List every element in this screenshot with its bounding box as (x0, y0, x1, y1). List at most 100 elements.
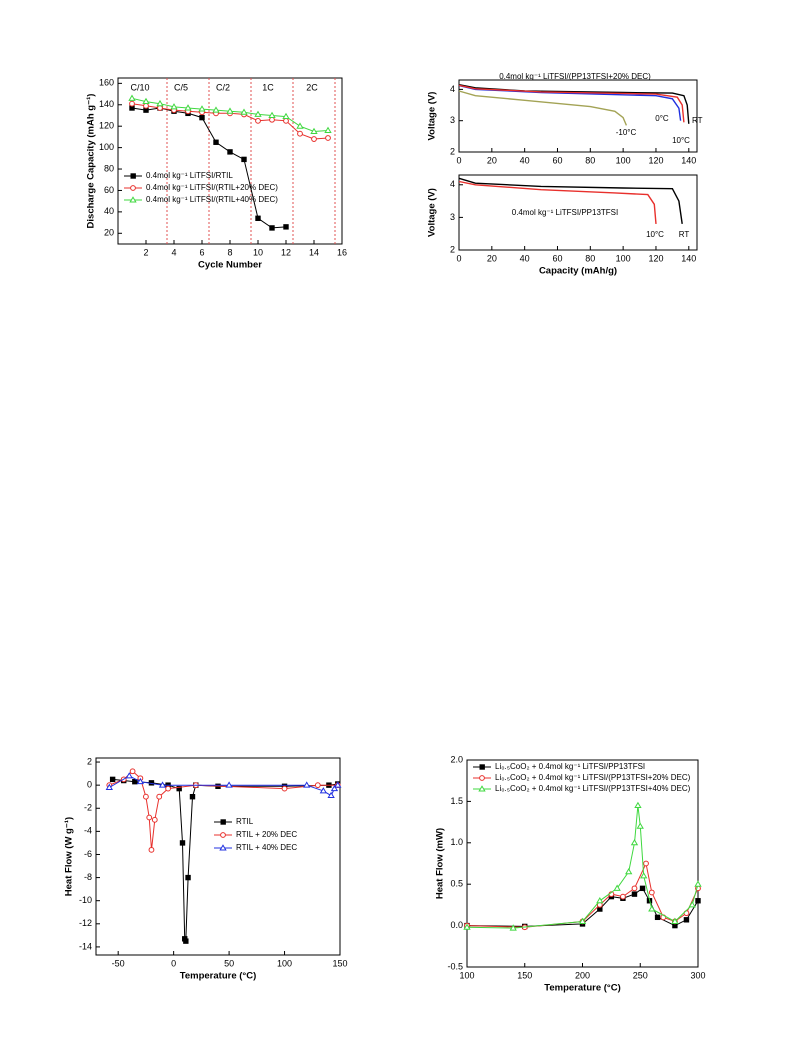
x-tick-label: 120 (648, 155, 663, 165)
marker (683, 917, 690, 923)
y-tick-label: 0.5 (450, 879, 463, 889)
marker (176, 785, 182, 792)
marker (255, 117, 261, 124)
x-tick-label: 120 (648, 253, 663, 263)
y-axis-label: Heat Flow (mW) (435, 828, 446, 899)
annotation: 0°C (655, 114, 669, 123)
marker (184, 104, 192, 111)
marker (109, 776, 116, 783)
x-tick-label: 4 (171, 247, 176, 257)
y-tick-label: 1.5 (450, 796, 463, 806)
marker (226, 107, 234, 114)
marker (179, 840, 186, 846)
marker (136, 777, 145, 785)
marker (640, 872, 648, 879)
series-line (109, 775, 339, 797)
marker (631, 885, 638, 892)
x-tick-label: -50 (112, 958, 125, 968)
y-tick-label: 0 (87, 780, 92, 790)
annotation: 10°C (672, 136, 690, 145)
series-line (458, 84, 690, 124)
marker (303, 781, 311, 788)
annotation: 10°C (646, 230, 664, 239)
x-tick-label: 0 (171, 958, 176, 968)
x-axis-label: Capacity (mAh/g) (539, 266, 617, 277)
x-tick-label: 250 (633, 970, 648, 980)
y-tick-label: 2 (450, 244, 455, 254)
series-line (458, 180, 657, 224)
y-tick-label: 40 (104, 206, 114, 216)
marker (639, 885, 646, 892)
legend-label: Li₀.₅CoO₂ + 0.4mol kg⁻¹ LiTFSI/(PP13TFSI… (495, 784, 691, 793)
marker (695, 898, 701, 904)
y-tick-label: -12 (79, 918, 92, 928)
y-tick-label: -10 (79, 895, 92, 905)
marker (189, 794, 196, 800)
y-tick-label: 0.0 (450, 920, 463, 930)
y-tick-label: -0.5 (447, 961, 463, 971)
marker (212, 106, 220, 113)
marker (631, 891, 638, 897)
x-tick-label: 60 (552, 253, 562, 263)
marker (654, 914, 661, 921)
x-tick-label: 12 (281, 247, 291, 257)
chart: 0 20 40 60 80 100 120 140 2 3 4 Voltage (V) 0.4mol k… (427, 72, 703, 165)
x-tick-label: 0 (456, 253, 461, 263)
legend-label: RTIL (236, 817, 254, 826)
legend-marker (479, 775, 485, 781)
marker (648, 889, 655, 896)
x-tick-label: 16 (337, 247, 347, 257)
x-tick-label: 40 (520, 155, 530, 165)
marker (254, 110, 262, 117)
chart: 100 150 200 250 300 -0.5 0.0 0.5 1.0 1.5 2.0 Temper… (435, 754, 706, 993)
annotation: 0.4mol kg⁻¹ LiTFSI/(PP13TFSI+20% DEC) (499, 72, 651, 81)
x-tick-label: 50 (224, 958, 234, 968)
series-line (466, 805, 699, 929)
marker (596, 896, 604, 904)
x-tick-label: 100 (616, 155, 631, 165)
marker (314, 782, 321, 789)
legend-label: Li₀.₅CoO₂ + 0.4mol kg⁻¹ LiTFSI/PP13TFSI (495, 762, 645, 771)
series-line (458, 177, 683, 225)
legend-marker (130, 173, 136, 179)
marker (643, 860, 649, 867)
marker (694, 880, 702, 887)
marker (509, 924, 517, 931)
marker (630, 839, 639, 846)
legend-marker (220, 832, 226, 838)
marker (311, 136, 317, 142)
y-axis-label: Voltage (V) (427, 188, 438, 237)
marker (125, 772, 133, 779)
y-tick-label: 3 (450, 212, 455, 222)
x-tick-label: 10 (253, 247, 263, 257)
region-label: C/10 (130, 82, 149, 92)
marker (283, 224, 289, 230)
marker (648, 905, 656, 912)
marker (283, 117, 289, 124)
legend-marker (129, 196, 137, 203)
marker (330, 784, 339, 792)
chart: 0 20 40 60 80 100 120 140 2 3 4 Capacity (mAh/g) Vol… (427, 174, 698, 277)
legend-marker (479, 764, 485, 770)
marker (578, 917, 587, 924)
marker (625, 867, 633, 875)
legend-marker (478, 785, 486, 792)
marker (325, 135, 331, 141)
y-tick-label: 2 (450, 146, 455, 156)
y-tick-label: -6 (84, 849, 92, 859)
marker (319, 787, 328, 794)
x-tick-label: 8 (227, 247, 232, 257)
marker (240, 108, 248, 115)
marker (129, 768, 136, 775)
region-label: 1C (262, 82, 274, 92)
region-label: 2C (306, 82, 318, 92)
y-tick-label: 140 (99, 99, 114, 109)
x-tick-label: 20 (487, 155, 497, 165)
x-tick-label: 150 (332, 958, 347, 968)
marker (143, 793, 149, 800)
marker (327, 791, 335, 799)
x-tick-label: 80 (585, 253, 595, 263)
y-tick-label: 20 (104, 228, 114, 238)
marker (156, 793, 163, 800)
